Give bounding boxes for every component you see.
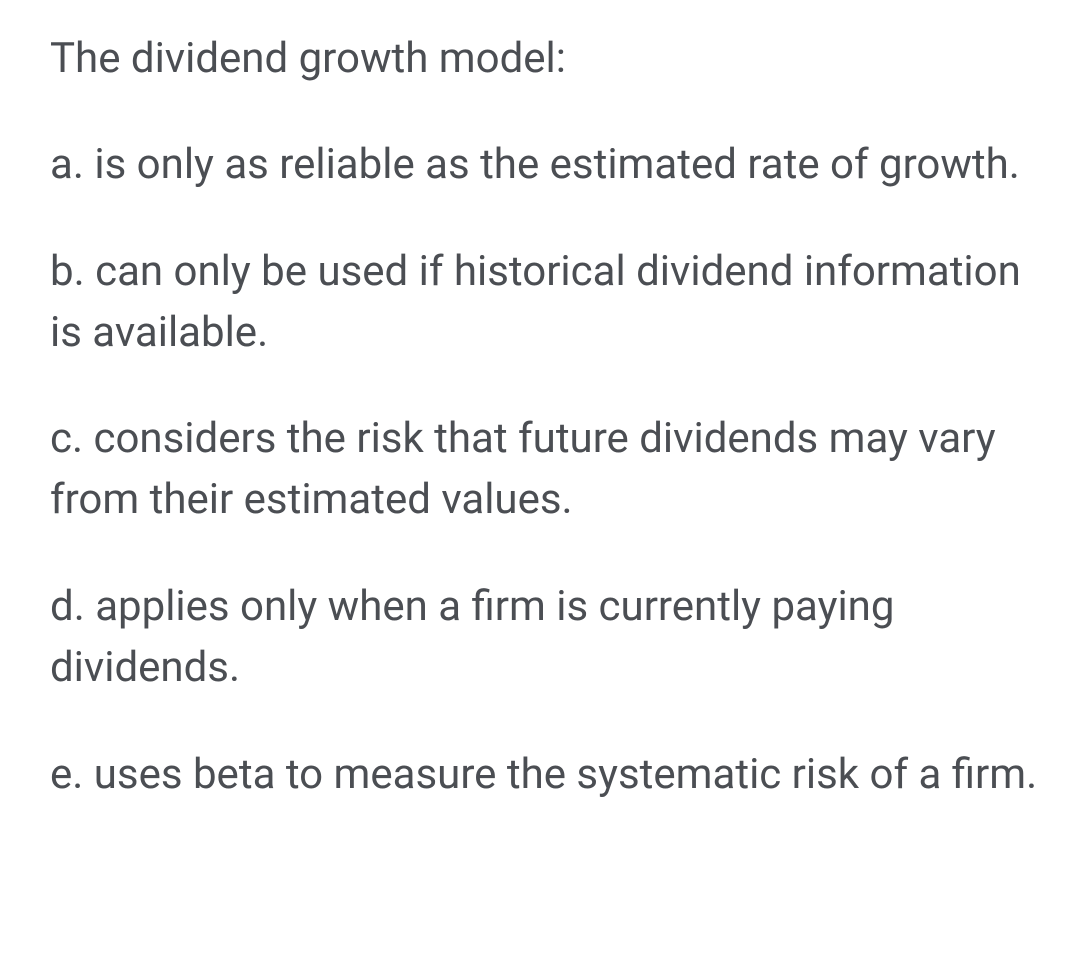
option-d-text: applies only when a firm is currently pa… <box>50 582 894 692</box>
option-a-letter: a <box>50 140 73 189</box>
option-b-letter: b <box>50 247 74 296</box>
option-c-text: considers the risk that future dividends… <box>50 414 996 524</box>
option-a-text: is only as reliable as the estimated rat… <box>94 140 1020 189</box>
option-c: c. considers the risk that future divide… <box>50 409 1040 531</box>
option-separator: . <box>74 247 96 296</box>
option-a: a. is only as reliable as the estimated … <box>50 135 1040 196</box>
option-d-letter: d <box>50 582 74 631</box>
option-c-letter: c <box>50 414 72 463</box>
option-e-text: uses beta to measure the systematic risk… <box>94 750 1037 799</box>
option-b: b. can only be used if historical divide… <box>50 242 1040 364</box>
option-e-letter: e <box>50 750 72 799</box>
option-separator: . <box>73 140 95 189</box>
option-separator: . <box>72 414 94 463</box>
question-block: The dividend growth model: a. is only as… <box>0 0 1080 836</box>
option-separator: . <box>72 750 94 799</box>
option-b-text: can only be used if historical dividend … <box>50 247 1021 357</box>
question-stem: The dividend growth model: <box>50 30 1040 89</box>
option-d: d. applies only when a firm is currently… <box>50 577 1040 699</box>
option-separator: . <box>74 582 96 631</box>
option-e: e. uses beta to measure the systematic r… <box>50 745 1040 806</box>
